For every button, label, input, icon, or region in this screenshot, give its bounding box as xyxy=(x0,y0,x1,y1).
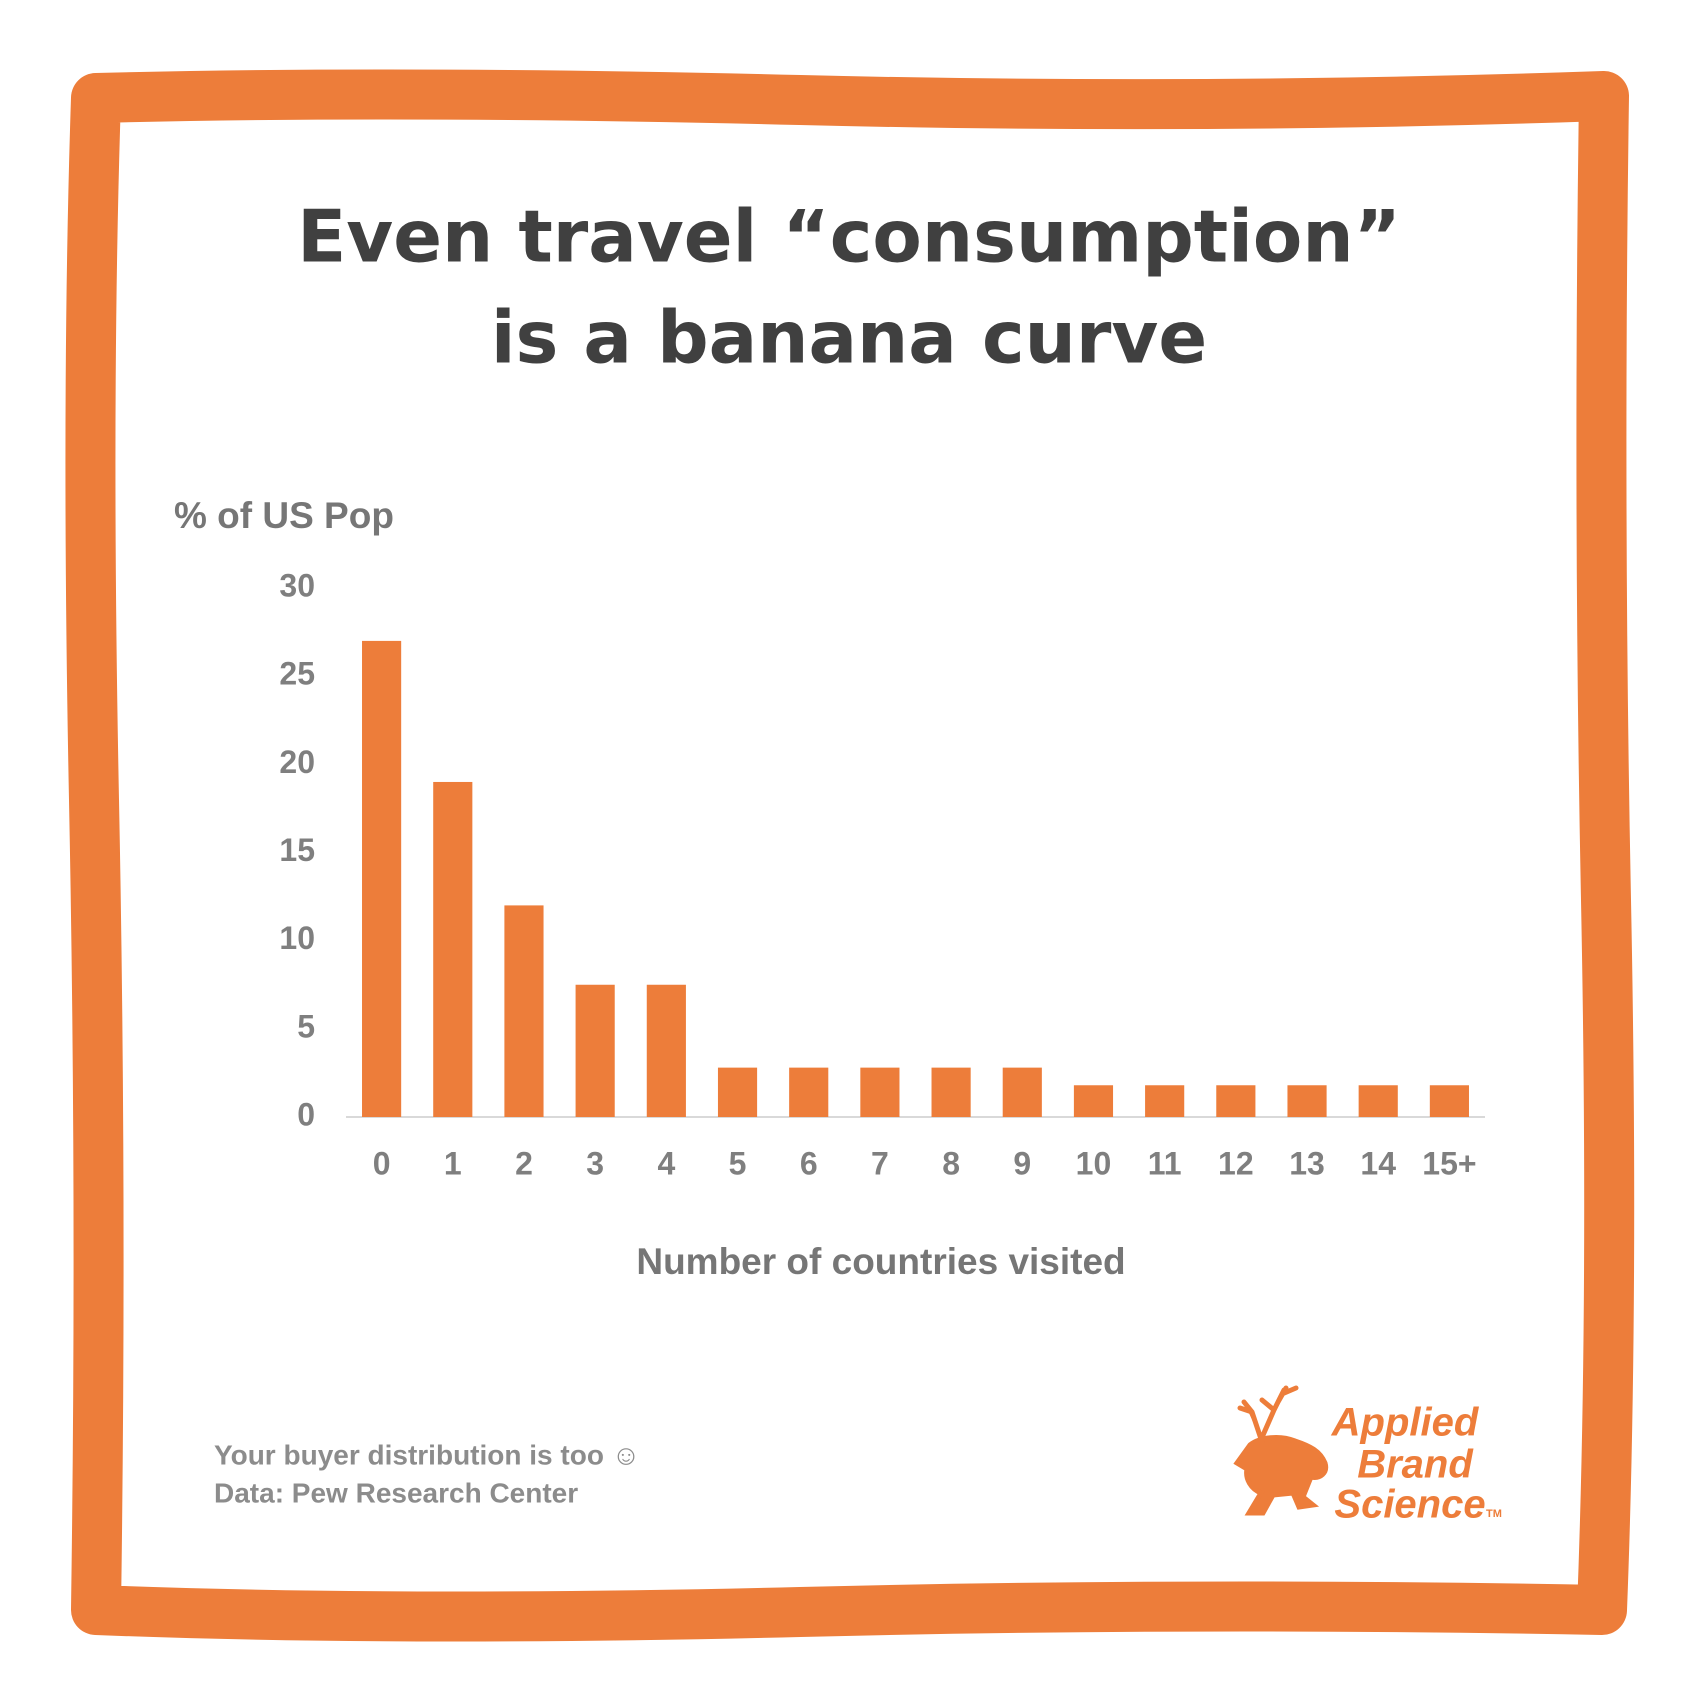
x-tick-label: 12 xyxy=(1218,1145,1254,1181)
bar xyxy=(1358,1085,1398,1117)
y-tick-label: 20 xyxy=(279,744,315,780)
frame xyxy=(65,69,1635,1642)
bar xyxy=(1216,1085,1256,1117)
y-tick-label: 10 xyxy=(279,920,315,956)
bar xyxy=(1002,1067,1042,1117)
logo-text: Science xyxy=(1334,1483,1485,1527)
logo-text: Applied xyxy=(1331,1401,1480,1445)
bar xyxy=(1287,1085,1327,1117)
x-tick-label: 8 xyxy=(942,1145,960,1181)
x-tick-label: 1 xyxy=(444,1145,462,1181)
bar xyxy=(433,781,473,1117)
x-tick-label: 4 xyxy=(657,1145,675,1181)
trademark: TM xyxy=(1486,1508,1502,1520)
x-tick-label: 3 xyxy=(586,1145,604,1181)
x-tick-label: 7 xyxy=(871,1145,889,1181)
x-tick-label: 11 xyxy=(1148,1145,1182,1181)
bar xyxy=(362,640,402,1117)
x-axis-title: Number of countries visited xyxy=(636,1241,1125,1282)
logo-text: Brand xyxy=(1357,1443,1474,1487)
x-tick-label: 5 xyxy=(729,1145,747,1181)
footnote: Your buyer distribution is too ☺ xyxy=(214,1439,640,1470)
x-tick-label: 14 xyxy=(1360,1145,1396,1181)
bar xyxy=(646,984,686,1117)
y-tick-label: 0 xyxy=(297,1096,315,1132)
bar xyxy=(789,1067,829,1117)
bar xyxy=(504,905,544,1117)
source: Data: Pew Research Center xyxy=(214,1477,578,1508)
x-tick-label: 0 xyxy=(373,1145,391,1181)
logo: Applied Brand Science TM xyxy=(1233,1385,1502,1527)
y-tick-label: 5 xyxy=(297,1008,315,1044)
x-tick-label: 9 xyxy=(1013,1145,1031,1181)
y-tick-label: 30 xyxy=(279,567,315,603)
bar xyxy=(1073,1085,1114,1117)
bar xyxy=(717,1067,758,1117)
y-axis-title: % of US Pop xyxy=(174,495,394,536)
logo-icon xyxy=(1233,1385,1329,1516)
bar xyxy=(575,984,615,1117)
y-tick-label: 25 xyxy=(279,656,315,692)
y-tick-label: 15 xyxy=(279,832,315,868)
x-tick-label: 10 xyxy=(1076,1145,1112,1181)
x-tick-label: 15+ xyxy=(1422,1145,1476,1181)
bar xyxy=(1145,1085,1185,1117)
x-tick-label: 6 xyxy=(800,1145,818,1181)
x-tick-label: 2 xyxy=(515,1145,533,1181)
chart-title: is a banana curve xyxy=(491,296,1207,380)
bar xyxy=(860,1067,900,1117)
x-tick-label: 13 xyxy=(1289,1145,1325,1181)
bar xyxy=(1429,1085,1469,1117)
bar xyxy=(931,1067,971,1117)
chart-title: Even travel “consumption” xyxy=(297,195,1401,279)
